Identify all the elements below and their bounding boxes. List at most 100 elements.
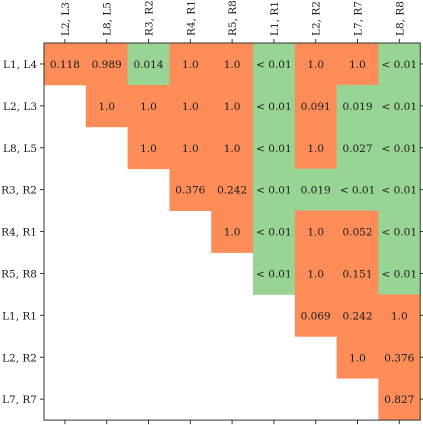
heatmap-cell [127, 126, 170, 170]
column-label: L7, R7 [353, 1, 365, 36]
heatmap-cell [294, 294, 337, 337]
column-tick-labels: L2, L3 L8, L5 R3, R2 R4, R1 R5, R8 L1, R1 L2, … [60, 0, 406, 36]
heatmap-cell [253, 84, 296, 128]
heatmap-cell [253, 43, 296, 86]
cell-value-label: 1.0 [140, 101, 157, 113]
row-label: L8, L5 [3, 143, 37, 155]
row-label: L1, L4 [3, 59, 37, 71]
cell-value-label: < 0.01 [382, 59, 418, 71]
cell-value-label: < 0.01 [256, 268, 292, 280]
cell-value-label: 0.151 [342, 268, 372, 280]
axis-ticks [40, 39, 423, 425]
column-label: R5, R8 [227, 0, 239, 36]
heatmap-cell-values: 0.118 0.989 0.014 1.0 1.0 < 0.01 1.0 1.0 < 0.01 1… [50, 59, 417, 406]
cell-value-label: 1.0 [98, 101, 115, 113]
heatmap-cell [378, 210, 421, 253]
heatmap-cell [378, 252, 421, 295]
heatmap-cell [127, 43, 170, 86]
heatmap-cell [169, 43, 212, 86]
column-label: L1, R1 [269, 1, 281, 36]
cell-value-label: 0.118 [50, 59, 80, 71]
cell-value-label: 0.376 [175, 185, 205, 197]
cell-value-label: < 0.01 [256, 227, 292, 239]
heatmap-cell [378, 336, 421, 379]
cell-value-label: < 0.01 [256, 59, 292, 71]
heatmap-cell [378, 378, 421, 421]
row-tick-labels: L1, L4 L2, L3 L8, L5 R3, R2 R4, R1 R5, R8 L1, … [1, 59, 37, 406]
heatmap-cell [378, 294, 421, 337]
cell-value-label: 1.0 [224, 59, 241, 71]
cell-value-label: < 0.01 [382, 143, 418, 155]
heatmap-cell [253, 252, 296, 295]
cell-value-label: 1.0 [182, 59, 199, 71]
cell-value-label: 1.0 [224, 143, 241, 155]
heatmap-cell [336, 210, 379, 253]
cell-value-label: 0.052 [342, 227, 372, 239]
cell-value-label: 0.014 [133, 59, 163, 71]
heatmap-cell [336, 294, 379, 337]
cell-value-label: 0.069 [301, 310, 331, 322]
cell-value-label: < 0.01 [256, 143, 292, 155]
cell-value-label: < 0.01 [256, 185, 292, 197]
column-label: L2, R2 [311, 1, 323, 36]
row-label: R5, R8 [1, 268, 37, 280]
cell-value-label: 1.0 [307, 143, 324, 155]
cell-value-label: 1.0 [182, 143, 199, 155]
cell-value-label: 0.827 [384, 394, 414, 406]
cell-value-label: 0.027 [342, 143, 372, 155]
cell-value-label: < 0.01 [382, 101, 418, 113]
column-label: L8, L5 [102, 2, 114, 36]
cell-value-label: < 0.01 [340, 185, 376, 197]
heatmap-cell [44, 43, 87, 86]
heatmap-cell [211, 210, 254, 253]
heatmap-cell [378, 43, 421, 86]
heatmap-cell [294, 84, 337, 128]
row-label: L7, R7 [2, 394, 37, 406]
column-label: R3, R2 [144, 0, 156, 36]
heatmap-cell [253, 168, 296, 211]
row-label: L2, L3 [3, 101, 37, 113]
heatmap-cell [294, 210, 337, 253]
heatmap-cell [294, 252, 337, 295]
heatmap-cell [169, 84, 212, 128]
heatmap-cell [336, 84, 379, 128]
heatmap-cell [211, 168, 254, 211]
cell-value-label: 1.0 [307, 227, 324, 239]
cell-value-label: 1.0 [391, 310, 408, 322]
cell-value-label: 1.0 [140, 143, 157, 155]
cell-value-label: < 0.01 [382, 185, 418, 197]
cell-value-label: 0.376 [384, 352, 414, 364]
heatmap-cell [294, 126, 337, 170]
heatmap-cell [378, 84, 421, 128]
cell-value-label: 1.0 [224, 101, 241, 113]
column-label: L8, R8 [394, 1, 406, 36]
cell-value-label: 1.0 [182, 101, 199, 113]
heatmap-cell [127, 84, 170, 128]
cell-value-label: 0.242 [342, 310, 372, 322]
heatmap-cell [294, 168, 337, 211]
heatmap-cell [336, 252, 379, 295]
heatmap-cell [211, 84, 254, 128]
row-label: R3, R2 [1, 185, 37, 197]
column-label: L2, L3 [60, 2, 72, 36]
heatmap-cell [211, 126, 254, 170]
cell-value-label: 1.0 [307, 268, 324, 280]
cell-value-label: 0.242 [217, 185, 247, 197]
heatmap-cell [169, 126, 212, 170]
heatmap-cell [294, 43, 337, 86]
cell-value-label: 1.0 [349, 59, 366, 71]
column-label: R4, R1 [185, 0, 197, 36]
heatmap-cell [336, 126, 379, 170]
heatmap-cell [336, 43, 379, 86]
cell-value-label: 1.0 [307, 59, 324, 71]
cell-value-label: < 0.01 [256, 101, 292, 113]
heatmap-cell [85, 43, 128, 86]
row-label: R4, R1 [1, 227, 37, 239]
heatmap-cell [378, 168, 421, 211]
heatmap-cell [253, 126, 296, 170]
cell-value-label: 0.989 [92, 59, 122, 71]
cell-value-label: 0.019 [342, 101, 372, 113]
heatmap-cells [44, 43, 421, 421]
heatmap-cell [211, 43, 254, 86]
